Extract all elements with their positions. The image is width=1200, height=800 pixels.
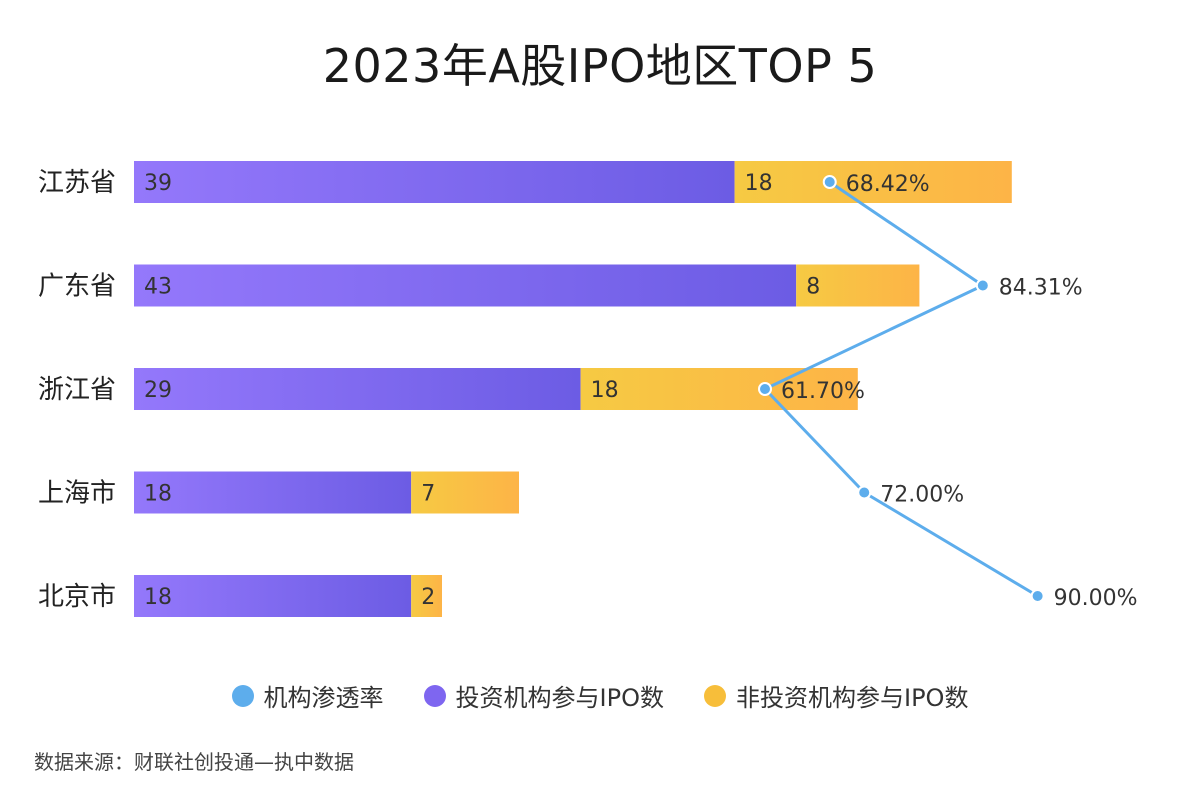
- penetration-point: [758, 382, 772, 396]
- category-label: 广东省: [38, 272, 116, 302]
- legend-dot-icon: [704, 684, 726, 707]
- bar-investor: [134, 471, 412, 514]
- bar-value-label: 8: [806, 275, 820, 300]
- penetration-point: [1030, 589, 1045, 603]
- legend: 机构渗透率 投资机构参与IPO数 非投资机构参与IPO数: [0, 678, 1200, 713]
- bar-non-investor: [411, 471, 519, 514]
- legend-label: 非投资机构参与IPO数: [736, 684, 969, 712]
- bar-investor: [134, 161, 735, 203]
- bar-non-investor: [734, 161, 1012, 203]
- bar-value-label: 18: [144, 482, 172, 507]
- bar-investor: [134, 368, 581, 410]
- bar-value-label: 29: [144, 378, 172, 403]
- bar-non-investor: [411, 575, 442, 617]
- legend-dot-icon: [423, 684, 446, 707]
- bar-value-label: 39: [144, 171, 172, 196]
- bar-investor: [134, 575, 412, 617]
- bar-value-label: 18: [745, 171, 773, 196]
- penetration-label: 61.70%: [781, 379, 865, 404]
- chart-title: 2023年A股IPO地区TOP 5: [322, 39, 878, 93]
- category-label: 上海市: [38, 479, 116, 509]
- bar-value-label: 18: [591, 378, 619, 403]
- penetration-label: 72.00%: [880, 483, 964, 508]
- legend-item-non-investor[interactable]: 非投资机构参与IPO数: [704, 678, 968, 713]
- legend-label: 投资机构参与IPO数: [455, 684, 664, 712]
- bar-value-label: 43: [144, 275, 172, 300]
- bar-investor: [134, 264, 797, 307]
- bar-value-label: 2: [421, 585, 435, 610]
- penetration-label: 84.31%: [999, 276, 1083, 301]
- bar-non-investor: [796, 264, 920, 307]
- legend-item-investor[interactable]: 投资机构参与IPO数: [423, 678, 664, 713]
- category-label: 北京市: [38, 582, 116, 612]
- penetration-point: [822, 175, 837, 189]
- penetration-label: 68.42%: [846, 172, 930, 197]
- chart-plot: 江苏省 39 18 广东省 43 8 浙江省 29 18 上海市 18 7 北京市 18 2 68.42% 84…: [38, 161, 1138, 617]
- category-label: 江苏省: [38, 168, 116, 198]
- source-note: 数据来源：财联社创投通—执中数据: [34, 750, 354, 774]
- bar-value-label: 18: [144, 585, 172, 610]
- bar-value-label: 7: [421, 482, 435, 507]
- legend-dot-icon: [231, 684, 254, 707]
- category-label: 浙江省: [38, 375, 116, 405]
- penetration-point: [975, 278, 990, 293]
- legend-label: 机构渗透率: [263, 684, 384, 712]
- penetration-label: 90.00%: [1054, 586, 1138, 611]
- bar-non-investor: [580, 368, 858, 410]
- legend-item-penetration[interactable]: 机构渗透率: [231, 678, 384, 713]
- penetration-point: [857, 485, 872, 500]
